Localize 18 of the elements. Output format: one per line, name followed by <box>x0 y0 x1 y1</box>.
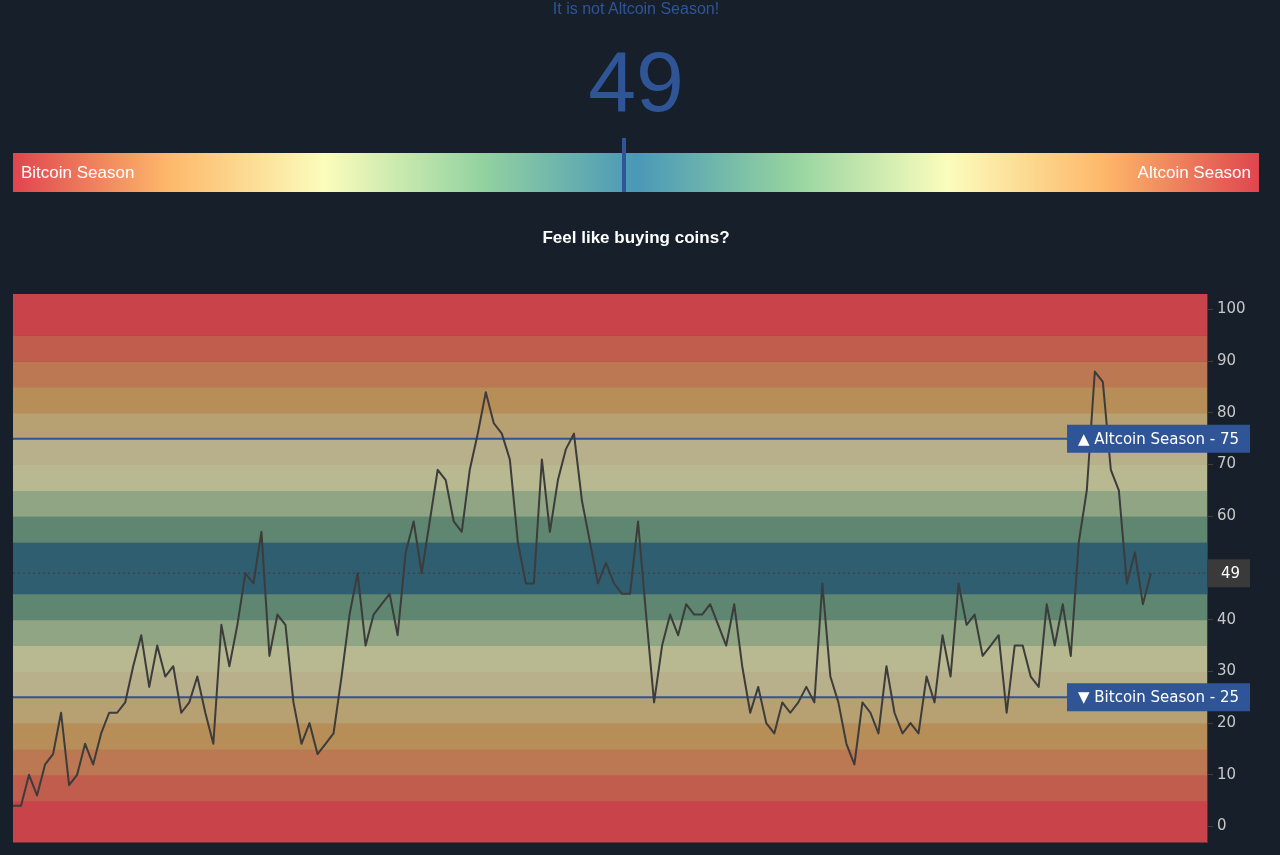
y-tick-label: 70 <box>1217 454 1237 473</box>
data-label: 49 <box>587 33 685 129</box>
y-tick-label: 0 <box>1217 816 1227 835</box>
text: Bitcoin Season <box>21 162 135 183</box>
y-tick-label: 100 <box>1217 299 1246 318</box>
text: Altcoin Season <box>1137 162 1251 183</box>
text: Feel like buying coins? <box>541 228 731 248</box>
y-tick-label: 10 <box>1217 764 1237 783</box>
text: It is not Altcoin Season! <box>551 0 721 18</box>
y-tick-label: 60 <box>1217 506 1237 525</box>
y-tick-label: 90 <box>1217 351 1237 370</box>
ref-line-label: ▼ Bitcoin Season - 25 <box>1078 688 1240 707</box>
y-tick-label: 80 <box>1217 402 1237 421</box>
y-tick-label: 40 <box>1217 609 1237 628</box>
ref-line-label: ▲ Altcoin Season - 75 <box>1078 429 1240 448</box>
y-tick-label: 20 <box>1217 712 1237 731</box>
ref-line-label: 49 <box>1221 564 1241 583</box>
y-tick-label: 30 <box>1217 661 1237 680</box>
